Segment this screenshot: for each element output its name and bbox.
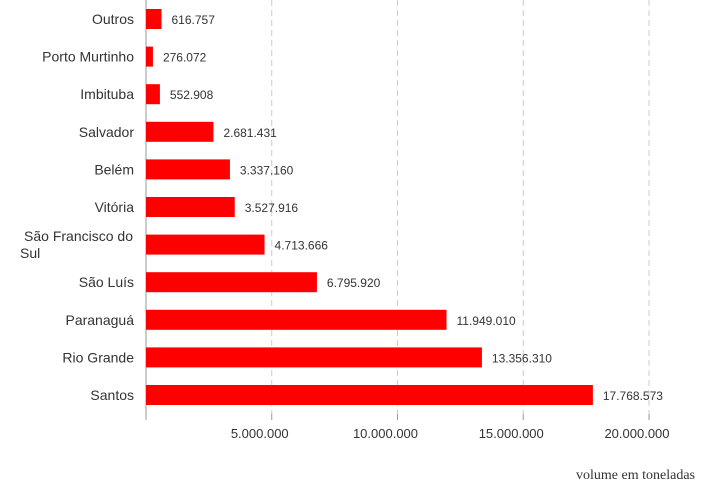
bar	[146, 272, 317, 293]
bar	[146, 84, 160, 105]
category-label: Outros	[92, 11, 134, 27]
x-tick-label: 15.000.000	[479, 426, 544, 441]
x-tick-labels: 5.000.000 10.000.000 15.000.000 20.000.000	[145, 414, 670, 441]
bar	[146, 46, 153, 67]
category-label: Rio Grande	[62, 349, 134, 365]
value-label: 6.795.920	[327, 276, 381, 290]
category-label: Paranaguá	[65, 312, 134, 328]
category-label: Santos	[90, 387, 134, 403]
value-label: 3.337.160	[240, 163, 294, 177]
bar	[146, 385, 593, 405]
bar	[146, 347, 482, 368]
bar	[146, 197, 235, 217]
gridlines	[271, 0, 650, 414]
value-label: 2.681.431	[223, 126, 277, 140]
category-label: Porto Murtinho	[42, 49, 134, 65]
category-label: Imbituba	[80, 86, 134, 102]
value-label: 616.757	[172, 13, 216, 27]
category-label: Belém	[94, 161, 134, 177]
category-label: Vitória	[95, 199, 135, 215]
x-tick-label: 10.000.000	[353, 426, 418, 441]
value-label: 13.356.310	[492, 351, 552, 365]
value-label: 17.768.573	[603, 389, 663, 403]
value-label: 4.713.666	[275, 239, 329, 253]
x-tick-label: 20.000.000	[604, 426, 669, 441]
category-label: São Francisco do Sul	[20, 228, 133, 261]
value-label: 11.949.010	[457, 314, 516, 328]
bars	[146, 9, 593, 405]
category-labels: Outros Porto Murtinho Imbituba Salvador Belé…	[20, 11, 134, 403]
bar	[146, 234, 265, 255]
x-tick-label: 5.000.000	[231, 426, 289, 441]
category-label: São Luís	[79, 274, 134, 290]
x-axis-unit-label: volume em toneladas	[576, 468, 695, 483]
value-label: 3.527.916	[245, 201, 299, 215]
bar	[146, 159, 230, 180]
bar	[146, 9, 162, 29]
category-label: Salvador	[79, 124, 135, 140]
bar	[146, 309, 447, 330]
value-label: 552.908	[170, 88, 214, 102]
value-labels: 616.757 276.072 552.908 2.681.431 3.337.160 3…	[163, 13, 663, 403]
value-label: 276.072	[163, 51, 207, 65]
bar	[146, 121, 214, 142]
